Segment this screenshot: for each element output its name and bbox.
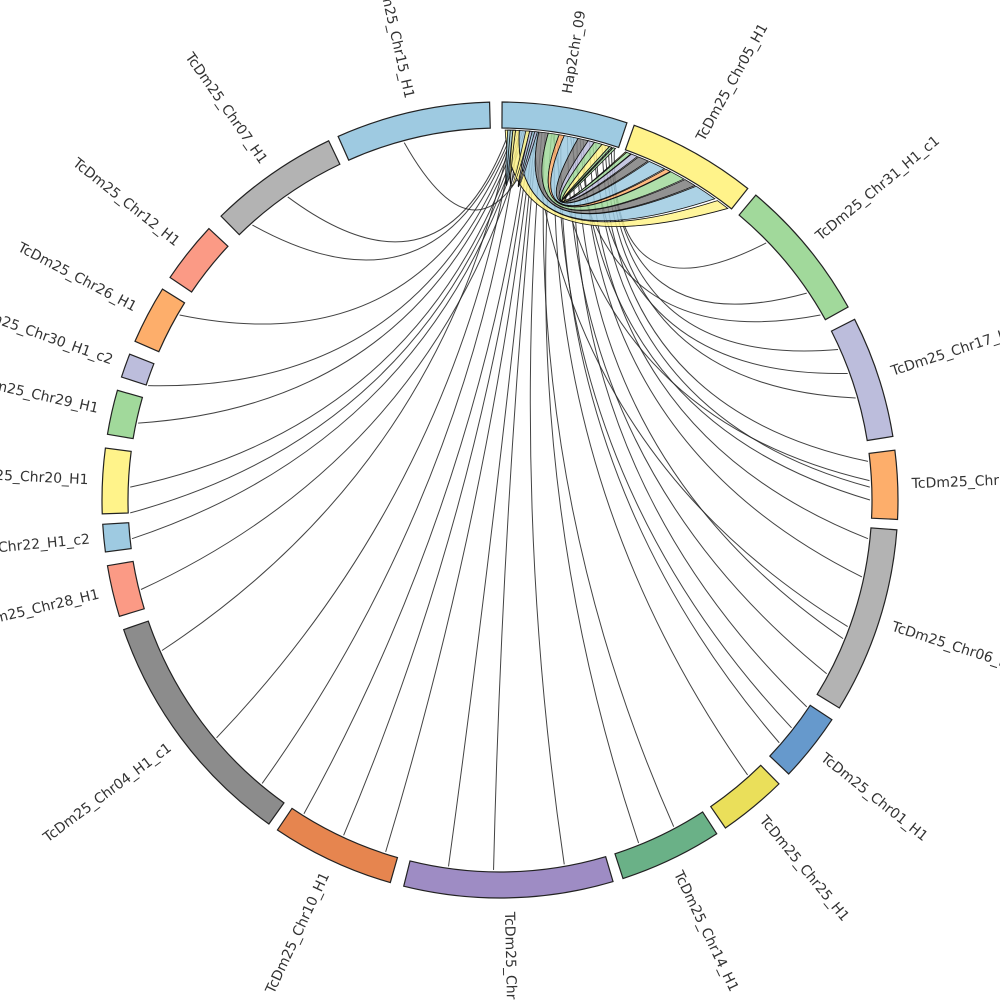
link-17 [545,133,640,844]
label-tcdm25-chr25-h1: TcDm25_Chr25_H1 [755,812,852,925]
link-10 [343,131,532,836]
label-tcdm25-chr20-h1: TcDm25_Chr20_H1 [0,466,89,488]
label-tcdm25-chr15-h1: TcDm25_Chr15_H1 [372,0,417,100]
label-tcdm25-chr31-h1-c1: TcDm25_Chr31_H1_c1 [812,133,943,245]
link-4 [138,130,520,424]
label-tcdm25-chr17-h1: TcDm25_Chr17_H1 [888,323,1000,379]
ribbon-11 [509,129,531,187]
segment-tcdm25-chr07-h1 [220,139,341,236]
label-tcdm25-chr12-h1: TcDm25_Chr12_H1 [69,155,183,250]
segment-tcdm25-chr30-h1-c2 [120,353,155,386]
link-0 [287,129,511,243]
link-9 [303,131,530,815]
ribbon-12 [517,130,538,187]
label-tcdm25-chr10-h1: TcDm25_Chr10_H1 [263,870,334,997]
label-tcdm25-chr30-h1-c2: TcDm25_Chr30_H1_c2 [0,300,115,368]
link-34 [531,131,848,627]
segment-tcdm25-chr17-h1 [830,318,894,442]
segment-tcdm25-chr20-h1 [101,447,132,515]
link-23 [576,138,844,640]
segment-tcdm25-chr10-h1 [276,807,399,884]
segment-tcdm25-chr02-h1 [402,855,614,899]
ribbons-layer [504,129,729,227]
link-13 [493,131,538,870]
label-tcdm25-chr14-h1: TcDm25_Chr14_H1 [670,868,742,995]
link-15 [529,132,565,865]
label-tcdm25-chr02-h1: TcDm25_Chr02_H1 [501,911,520,1000]
label-tcdm25-chr26-h1: TcDm25_Chr26_H1 [14,239,139,315]
link-3 [148,130,518,387]
link-35 [261,130,520,784]
link-8 [140,130,528,590]
link-6 [130,130,524,514]
segment-tcdm25-chr05-h1 [624,124,749,210]
label-hap2chr-09: Hap2chr_09 [560,9,590,95]
link-2 [179,130,516,325]
label-tcdm25-chr05-h1: TcDm25_Chr05_H1 [693,21,772,145]
label-tcdm25-chr29-h1: TcDm25_Chr29_H1 [0,372,100,417]
link-7 [131,130,526,540]
link-21 [566,136,828,675]
link-37 [161,130,513,651]
segment-tcdm25-chr29-h1 [106,389,144,440]
label-tcdm25-chr01-h1: TcDm25_Chr01_H1 [817,750,931,845]
segment-tcdm25-chr25-h1 [709,764,780,829]
link-22 [572,137,808,708]
link-19 [557,134,792,729]
segment-hap2chr-09 [501,101,628,149]
segment-tcdm25-chr19-h1 [868,449,899,521]
label-tcdm25-chr07-h1: TcDm25_Chr07_H1 [181,49,270,167]
label-tcdm25-chr04-h1-c1: TcDm25_Chr04_H1_c1 [40,740,175,846]
segment-tcdm25-chr31-h1-c1 [738,194,849,321]
label-tcdm25-chr22-h1-c2: TcDm25_Chr22_H1_c2 [0,532,91,563]
ribbon-13 [561,146,617,201]
segment-tcdm25-chr01-h1 [768,704,833,775]
segment-tcdm25-chr14-h1 [614,811,718,880]
link-5 [130,130,522,488]
link-11 [385,131,535,853]
label-tcdm25-chr06-h1: TcDm25_Chr06_H1 [889,619,1000,675]
link-36 [216,130,515,739]
segment-tcdm25-chr28-h1 [106,560,146,618]
link-1 [252,130,514,261]
segment-tcdm25-chr12-h1 [169,227,229,293]
segment-tcdm25-chr04-h1-c1 [122,620,285,825]
segments-layer [101,101,899,899]
links-layer [130,129,871,870]
label-tcdm25-chr19-h1: TcDm25_Chr19_H1 [910,471,1000,492]
link-18 [553,134,748,776]
link-12 [448,131,536,867]
label-tcdm25-chr28-h1: TcDm25_Chr28_H1 [0,587,101,633]
segment-tcdm25-chr15-h1 [337,101,491,161]
segment-tcdm25-chr22-h1-c2 [102,522,132,553]
segment-tcdm25-chr26-h1 [134,288,186,353]
segment-tcdm25-chr06-h1 [816,527,898,709]
link-20 [560,135,780,744]
link-16 [542,132,675,827]
